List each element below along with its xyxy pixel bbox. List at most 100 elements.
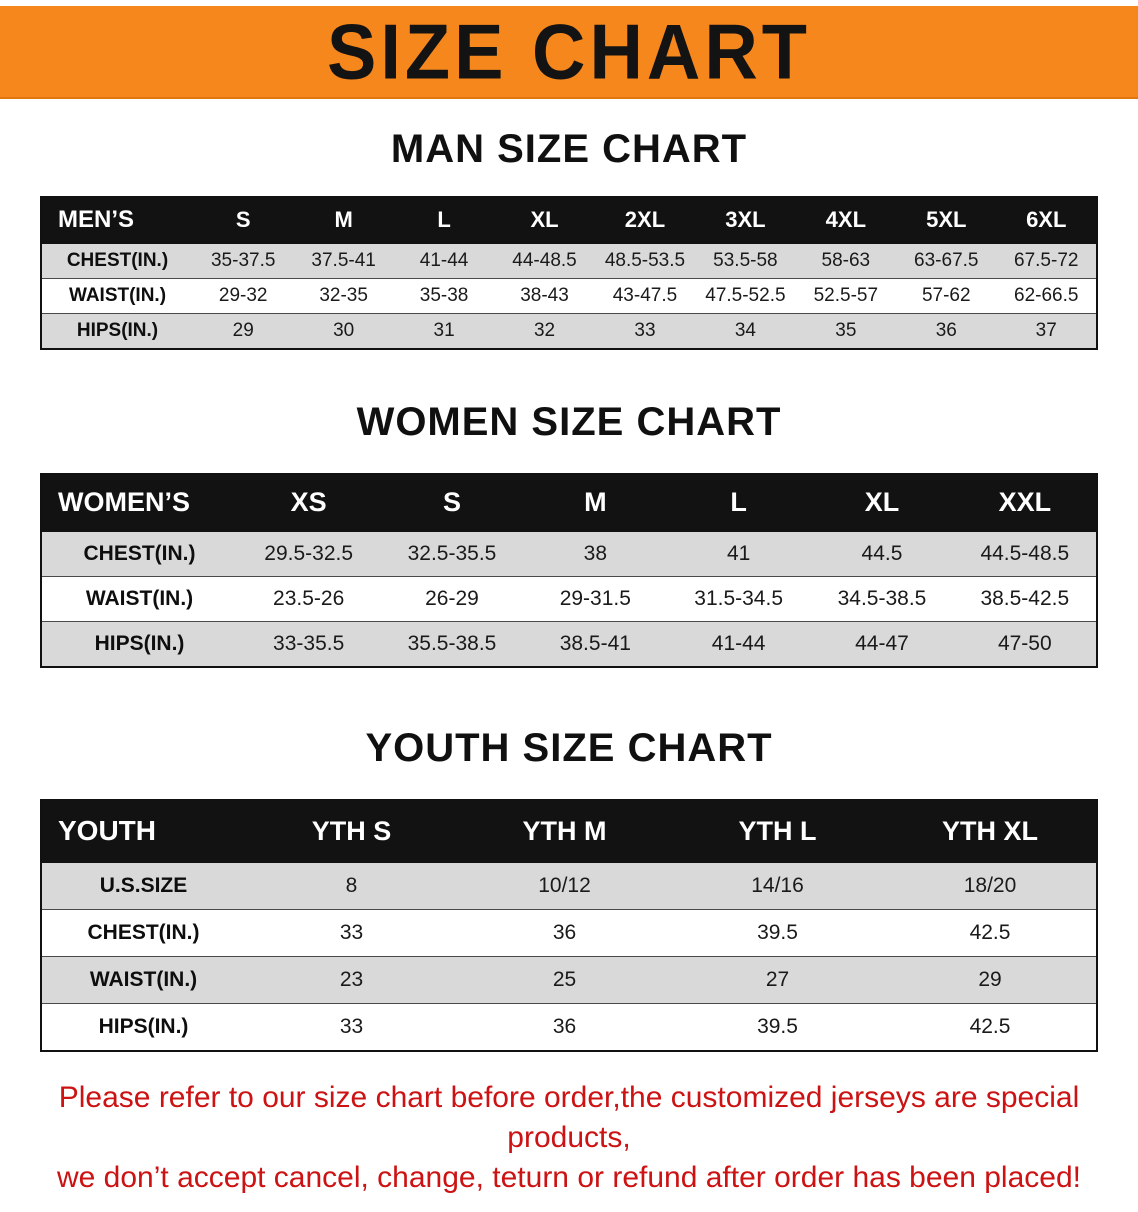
size-value-cell: 44.5 (810, 530, 954, 577)
size-value-cell: 44.5-48.5 (953, 530, 1097, 577)
size-value-cell: 25 (458, 956, 671, 1004)
row-label: U.S.SIZE (41, 861, 245, 910)
size-column-header: XS (237, 474, 381, 532)
size-value-cell: 38-43 (494, 278, 595, 314)
size-value-cell: 44-48.5 (494, 242, 595, 279)
row-label: CHEST(IN.) (41, 242, 193, 279)
size-value-cell: 33-35.5 (237, 621, 381, 667)
table-row: HIPS(IN.) 33-35.5 35.5-38.5 38.5-41 41-44 44-… (41, 621, 1097, 667)
row-label: CHEST(IN.) (41, 530, 237, 577)
size-value-cell: 14/16 (671, 861, 884, 910)
table-row: CHEST(IN.) 33 36 39.5 42.5 (41, 909, 1097, 957)
table-header-row: MEN’S S M L XL 2XL 3XL 4XL 5XL 6XL (41, 197, 1097, 244)
section-heading-men: MAN SIZE CHART (390, 127, 748, 171)
disclaimer-line-1: Please refer to our size chart before or… (58, 1081, 1080, 1154)
size-value-cell: 23.5-26 (237, 576, 381, 622)
size-value-cell: 29.5-32.5 (237, 530, 381, 577)
size-value-cell: 30 (293, 313, 394, 349)
page-title: SIZE CHART (327, 7, 811, 95)
row-label: HIPS(IN.) (41, 621, 237, 667)
table-row: WAIST(IN.) 23.5-26 26-29 29-31.5 31.5-34.5 34… (41, 576, 1097, 622)
size-column-header: YTH S (245, 800, 458, 863)
size-value-cell: 36 (458, 909, 671, 957)
size-column-header: M (523, 474, 667, 532)
table-row: U.S.SIZE 8 10/12 14/16 18/20 (41, 861, 1097, 910)
size-value-cell: 34 (695, 313, 796, 349)
size-column-header: 3XL (695, 197, 796, 244)
size-value-cell: 41-44 (666, 621, 811, 667)
size-value-cell: 48.5-53.5 (594, 242, 696, 279)
size-column-header: S (193, 197, 294, 244)
size-value-cell: 62-66.5 (996, 278, 1097, 314)
size-value-cell: 42.5 (884, 909, 1097, 957)
size-value-cell: 26-29 (380, 576, 524, 622)
table-row: WAIST(IN.) 23 25 27 29 (41, 956, 1097, 1004)
disclaimer-line-2: we don’t accept cancel, change, teturn o… (57, 1161, 1081, 1194)
table-header-row: YOUTH YTH S YTH M YTH L YTH XL (41, 800, 1097, 863)
size-value-cell: 29 (193, 313, 294, 349)
disclaimer: Please refer to our size chart before or… (0, 1078, 1138, 1212)
size-value-cell: 42.5 (884, 1003, 1097, 1051)
row-label: WAIST(IN.) (41, 576, 237, 622)
row-label: WAIST(IN.) (41, 278, 193, 314)
size-value-cell: 10/12 (458, 861, 671, 910)
table-row: CHEST(IN.) 35-37.5 37.5-41 41-44 44-48.5 48.5… (41, 242, 1097, 279)
size-column-header: 4XL (795, 197, 897, 244)
youth-size-table: YOUTH YTH S YTH M YTH L YTH XL U.S.SIZE 8 10/1… (40, 799, 1098, 1052)
size-value-cell: 18/20 (884, 861, 1097, 910)
size-value-cell: 35.5-38.5 (380, 621, 524, 667)
row-label: HIPS(IN.) (41, 1003, 245, 1051)
size-value-cell: 58-63 (795, 242, 897, 279)
size-value-cell: 32 (494, 313, 595, 349)
section-heading-women: WOMEN SIZE CHART (356, 400, 782, 444)
table-row: HIPS(IN.) 29 30 31 32 33 34 35 36 37 (41, 313, 1097, 349)
size-value-cell: 41 (666, 530, 811, 577)
table-corner-label: YOUTH (41, 800, 245, 863)
men-size-table: MEN’S S M L XL 2XL 3XL 4XL 5XL 6XL CHEST(IN.) 35-3… (40, 196, 1098, 350)
size-column-header: M (293, 197, 394, 244)
table-row: CHEST(IN.) 29.5-32.5 32.5-35.5 38 41 44.5 44.5… (41, 530, 1097, 577)
size-value-cell: 67.5-72 (996, 242, 1097, 279)
size-column-header: 2XL (594, 197, 696, 244)
size-value-cell: 32-35 (293, 278, 394, 314)
size-value-cell: 33 (594, 313, 696, 349)
size-value-cell: 29-31.5 (523, 576, 667, 622)
size-column-header: 5XL (896, 197, 997, 244)
size-value-cell: 52.5-57 (795, 278, 897, 314)
section-heading-youth: YOUTH SIZE CHART (365, 726, 773, 770)
size-value-cell: 36 (458, 1003, 671, 1051)
table-header-row: WOMEN’S XS S M L XL XXL (41, 474, 1097, 532)
size-column-header: YTH L (671, 800, 884, 863)
table-corner-label: WOMEN’S (41, 474, 237, 532)
size-value-cell: 47.5-52.5 (695, 278, 796, 314)
women-size-section: WOMEN SIZE CHART WOMEN’S XS S M L XL XXL CHEST… (0, 400, 1138, 668)
size-value-cell: 29-32 (193, 278, 294, 314)
size-value-cell: 44-47 (810, 621, 954, 667)
size-column-header: XXL (953, 474, 1097, 532)
size-value-cell: 27 (671, 956, 884, 1004)
size-value-cell: 53.5-58 (695, 242, 796, 279)
size-value-cell: 35-37.5 (193, 242, 294, 279)
size-value-cell: 38.5-41 (523, 621, 667, 667)
size-column-header: XL (810, 474, 954, 532)
size-value-cell: 32.5-35.5 (380, 530, 524, 577)
size-value-cell: 23 (245, 956, 458, 1004)
size-value-cell: 47-50 (953, 621, 1097, 667)
row-label: HIPS(IN.) (41, 313, 193, 349)
size-column-header: YTH XL (884, 800, 1097, 863)
size-value-cell: 38.5-42.5 (953, 576, 1097, 622)
men-size-section: MAN SIZE CHART MEN’S S M L XL 2XL 3XL 4XL 5XL 6XL… (0, 127, 1138, 350)
size-value-cell: 8 (245, 861, 458, 910)
size-column-header: 6XL (996, 197, 1097, 244)
size-value-cell: 38 (523, 530, 667, 577)
size-value-cell: 33 (245, 1003, 458, 1051)
row-label: WAIST(IN.) (41, 956, 245, 1004)
size-chart-banner: SIZE CHART (0, 6, 1138, 99)
size-column-header: XL (494, 197, 595, 244)
table-row: WAIST(IN.) 29-32 32-35 35-38 38-43 43-47.5 47.… (41, 278, 1097, 314)
size-value-cell: 63-67.5 (896, 242, 997, 279)
table-row: HIPS(IN.) 33 36 39.5 42.5 (41, 1003, 1097, 1051)
table-corner-label: MEN’S (41, 197, 193, 244)
size-value-cell: 37 (996, 313, 1097, 349)
